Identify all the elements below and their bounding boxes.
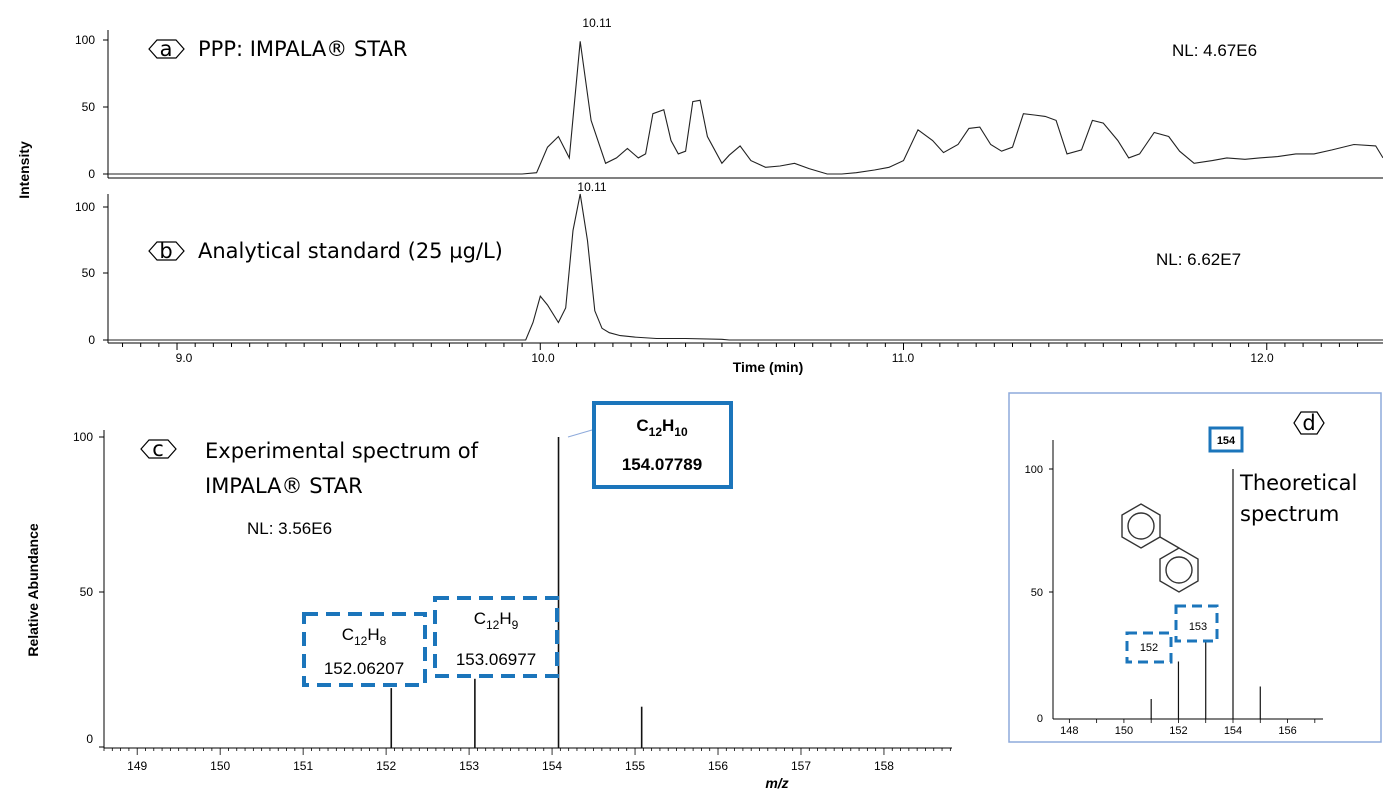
- panel-a-ytick-label: 0: [88, 167, 95, 181]
- peak-154-label: 154: [1217, 435, 1236, 447]
- panel-d-ytick-label: 0: [1037, 713, 1043, 725]
- panel-d-xtick-label: 156: [1278, 725, 1296, 737]
- panel-c-xtick-label: 152: [376, 759, 396, 773]
- panel-b-title: Analytical standard (25 µg/L): [198, 239, 503, 263]
- panel-d-frame: [1008, 392, 1382, 743]
- panel-c: Relative Abundance 100 50 0 149 150 151 152…: [25, 401, 952, 790]
- panel-c-xtick-label: 154: [542, 759, 562, 773]
- panel-c-title-line1: Experimental spectrum of: [205, 439, 479, 463]
- panel-a-label-hexagon: [148, 39, 185, 59]
- c12h9-formula: C12H9: [474, 609, 519, 632]
- panel-c-xtick-label: 151: [293, 759, 313, 773]
- panel-b-xtick-label: 9.0: [176, 351, 193, 365]
- biphenyl-icon: [1121, 503, 1199, 593]
- c12h8-mass: 152.06207: [324, 659, 404, 678]
- intensity-axis-label: Intensity: [16, 141, 32, 199]
- c12h9-mass: 153.06977: [456, 650, 536, 669]
- panel-c-peaks: [390, 437, 643, 748]
- peak-152-label: 152: [1140, 642, 1158, 654]
- c12h10-annotation-box: [592, 401, 733, 489]
- panel-c-xtick-label: 157: [791, 759, 811, 773]
- panel-d: 100 50 0 148 150 152 154 156 d Theoretical s…: [1008, 392, 1382, 743]
- panel-b-ytick-label: 100: [75, 200, 95, 214]
- panel-a-title: PPP: IMPALA® STAR: [198, 37, 407, 61]
- panel-c-x-ticks: [103, 748, 951, 755]
- panel-c-ytick-label: 50: [80, 585, 94, 599]
- panel-b-letter: b: [159, 239, 172, 263]
- panel-a-letter: a: [160, 37, 173, 61]
- c12h8-formula: C12H8: [342, 625, 387, 648]
- peak-154-box: [1208, 426, 1244, 453]
- panel-b-ytick-label: 0: [88, 333, 95, 347]
- peak-153-label: 153: [1189, 621, 1207, 633]
- panel-c-ytick-label: 0: [86, 732, 93, 746]
- panel-c-xtick-label: 149: [127, 759, 147, 773]
- panel-b-trace: [108, 193, 1383, 341]
- panel-c-xtick-label: 156: [708, 759, 728, 773]
- peak-152-box: [1125, 631, 1173, 664]
- panel-c-nl-label: NL: 3.56E6: [247, 519, 332, 538]
- panel-d-label-hexagon: [1293, 411, 1325, 435]
- c12h8-annotation-box: [302, 612, 427, 687]
- panel-c-title-line2: IMPALA® STAR: [205, 474, 363, 498]
- panel-d-peaks: [1150, 469, 1261, 719]
- panel-d-ytick-label: 50: [1031, 587, 1043, 599]
- panel-c-connector: [567, 429, 593, 438]
- panel-a-ytick-label: 50: [82, 100, 96, 114]
- panel-b-nl-label: NL: 6.62E7: [1156, 250, 1241, 269]
- c12h10-mass: 154.07789: [622, 455, 702, 474]
- c12h9-annotation-box: [433, 596, 559, 678]
- panel-c-x-tick-labels: 149 150 151 152 153 154 155 156 157 158: [127, 759, 894, 773]
- panel-a-peak-label: 10.11: [582, 16, 611, 30]
- panel-b-xtick-label: 10.0: [531, 351, 555, 365]
- panel-b: 100 50 0 9.0 10.0 11.0 12.0 Time (min) 1…: [75, 180, 1383, 375]
- panel-b-x-ticks: [122, 343, 1359, 350]
- panel-a-nl-label: NL: 4.67E6: [1172, 41, 1257, 60]
- peak-153-box: [1174, 604, 1219, 643]
- panel-d-title-line1: Theoretical: [1239, 471, 1357, 495]
- panel-c-xtick-label: 153: [459, 759, 479, 773]
- panel-c-label-hexagon: [140, 439, 177, 459]
- relative-abundance-axis-label: Relative Abundance: [25, 523, 41, 657]
- panel-d-xtick-label: 150: [1115, 725, 1133, 737]
- panel-d-title-line2: spectrum: [1240, 502, 1339, 526]
- panel-c-ytick-label: 100: [73, 430, 93, 444]
- panel-d-xtick-label: 154: [1224, 725, 1242, 737]
- panel-b-label-hexagon: [148, 241, 185, 261]
- panel-d-x-tick-labels: 148 150 152 154 156: [1060, 725, 1297, 737]
- panel-b-ytick-label: 50: [82, 266, 96, 280]
- panel-b-xtick-label: 11.0: [892, 351, 915, 365]
- panel-d-x-ticks: [1068, 719, 1316, 723]
- panel-b-peak-label: 10.11: [577, 180, 606, 194]
- panel-b-xtick-label: 12.0: [1250, 351, 1274, 365]
- c12h10-formula: C12H10: [636, 416, 688, 439]
- panel-a: 100 50 0 10.11 a PPP: IMPALA® STAR NL: 4…: [75, 16, 1383, 181]
- panel-d-letter: d: [1302, 411, 1315, 435]
- panel-c-xtick-label: 150: [210, 759, 230, 773]
- panel-c-letter: c: [152, 437, 164, 461]
- panel-a-trace: [108, 41, 1383, 175]
- panel-c-xtick-label: 155: [625, 759, 645, 773]
- panel-c-xtick-label: 158: [874, 759, 894, 773]
- panel-d-xtick-label: 148: [1060, 725, 1078, 737]
- panel-d-xtick-label: 152: [1169, 725, 1187, 737]
- mz-axis-label: m/z: [765, 775, 788, 790]
- panel-d-ytick-label: 100: [1025, 464, 1043, 476]
- panel-a-ytick-label: 100: [75, 33, 95, 47]
- time-axis-label: Time (min): [733, 359, 804, 375]
